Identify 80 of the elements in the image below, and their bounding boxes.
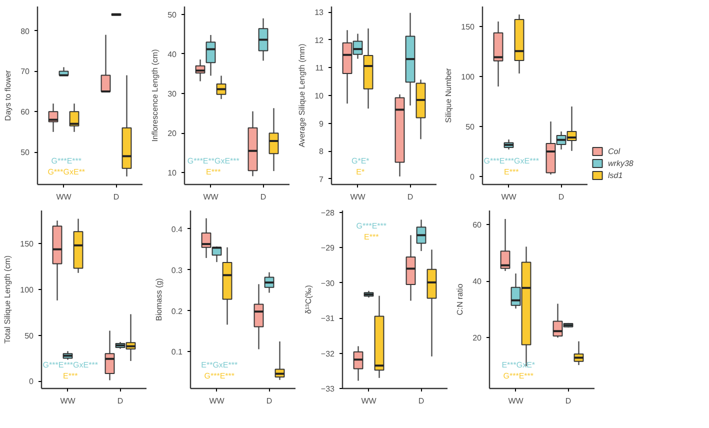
annotation: G***GxE**: [48, 168, 86, 176]
annotation: E***: [504, 168, 519, 176]
y-axis-title: δ¹³C(‰): [304, 284, 313, 314]
y-axis-title: Inflorescence Length (cm): [150, 48, 160, 142]
annotation: G***E***GxE***: [42, 360, 98, 370]
x-tick-label: WW: [209, 396, 225, 406]
y-tick-label: −28: [320, 208, 336, 218]
y-tick-label: 100: [461, 72, 476, 82]
annotation: E***: [364, 232, 379, 242]
y-tick-label: 50: [168, 10, 178, 20]
y-tick-label: −33: [320, 384, 336, 394]
y-axis-title: Silique Number: [444, 68, 454, 123]
annotation: E***: [63, 372, 78, 380]
y-tick-label: 50: [20, 148, 30, 158]
x-tick-label: WW: [501, 192, 517, 202]
legend-label: Col: [608, 146, 622, 156]
y-tick-label: 0.2: [171, 306, 184, 316]
y-tick-label: 20: [472, 334, 482, 343]
y-axis-title: Days to flower: [4, 70, 13, 121]
legend-label: wrky38: [608, 158, 634, 168]
y-tick-label: 0.1: [171, 348, 184, 357]
y-tick-label: 50: [466, 122, 476, 132]
y-tick-label: −31: [320, 314, 336, 324]
x-tick-label: WW: [203, 192, 219, 202]
y-tick-label: 80: [20, 26, 30, 36]
y-tick-label: 150: [461, 22, 476, 32]
y-tick-label: 20: [168, 129, 178, 138]
y-tick-label: 30: [168, 90, 178, 99]
x-tick-label: WW: [56, 192, 72, 202]
annotation: G***E**GxE***: [187, 156, 240, 166]
y-tick-label: 0.3: [171, 266, 184, 275]
y-tick-label: 12: [314, 36, 324, 45]
annotation: G***E***: [51, 156, 82, 166]
y-tick-label: 0: [29, 377, 34, 386]
y-tick-label: 10: [314, 92, 324, 100]
x-tick-label: D: [565, 396, 572, 406]
annotation: E*: [356, 168, 365, 176]
y-tick-label: 40: [168, 50, 178, 59]
x-tick-label: D: [558, 192, 564, 202]
annotation: E**GxE***: [201, 360, 238, 370]
x-tick-label: WW: [508, 396, 524, 406]
y-tick-label: −32: [320, 349, 336, 358]
x-tick-label: WW: [60, 396, 76, 406]
annotation: G***E***: [204, 372, 235, 380]
y-tick-label: −30: [320, 278, 336, 288]
y-tick-label: 50: [24, 331, 34, 340]
annotation: G***E***GxE***: [484, 156, 539, 166]
y-axis-title: Average Silique Length (mm): [298, 43, 307, 148]
y-tick-label: 70: [20, 67, 30, 76]
x-tick-label: WW: [350, 192, 366, 202]
legend-label: lsd1: [608, 170, 624, 180]
y-tick-label: 0.4: [171, 224, 184, 234]
y-tick-label: 60: [20, 108, 30, 117]
y-tick-label: 10: [168, 168, 178, 178]
annotation: G*E*: [351, 156, 370, 166]
x-tick-label: D: [266, 396, 272, 406]
y-tick-label: 7: [319, 174, 324, 184]
annotation: G***E***: [356, 222, 387, 230]
x-tick-label: WW: [361, 396, 377, 406]
y-tick-label: 60: [472, 220, 482, 230]
y-axis-title: C:N ratio: [456, 283, 465, 316]
x-tick-label: D: [117, 396, 124, 406]
y-tick-label: 11: [315, 64, 324, 73]
y-tick-label: 9: [319, 119, 324, 128]
y-tick-label: 0: [470, 172, 476, 182]
x-tick-label: D: [418, 396, 424, 406]
y-tick-label: 8: [319, 147, 324, 156]
y-tick-label: 40: [472, 277, 482, 286]
x-tick-label: D: [113, 192, 120, 202]
y-axis-title: Total Silique Length (cm): [3, 255, 12, 344]
x-tick-label: D: [407, 192, 414, 202]
y-tick-label: 13: [314, 8, 324, 18]
annotation: E***: [206, 168, 221, 176]
annotation: E***GxE*: [502, 360, 536, 370]
y-tick-label: −29: [320, 244, 336, 253]
y-tick-label: 100: [20, 285, 34, 294]
x-tick-label: D: [260, 192, 266, 202]
y-tick-label: 150: [20, 240, 34, 249]
y-axis-title: Biomass (g): [154, 278, 164, 321]
annotation: G***E***: [503, 372, 534, 380]
